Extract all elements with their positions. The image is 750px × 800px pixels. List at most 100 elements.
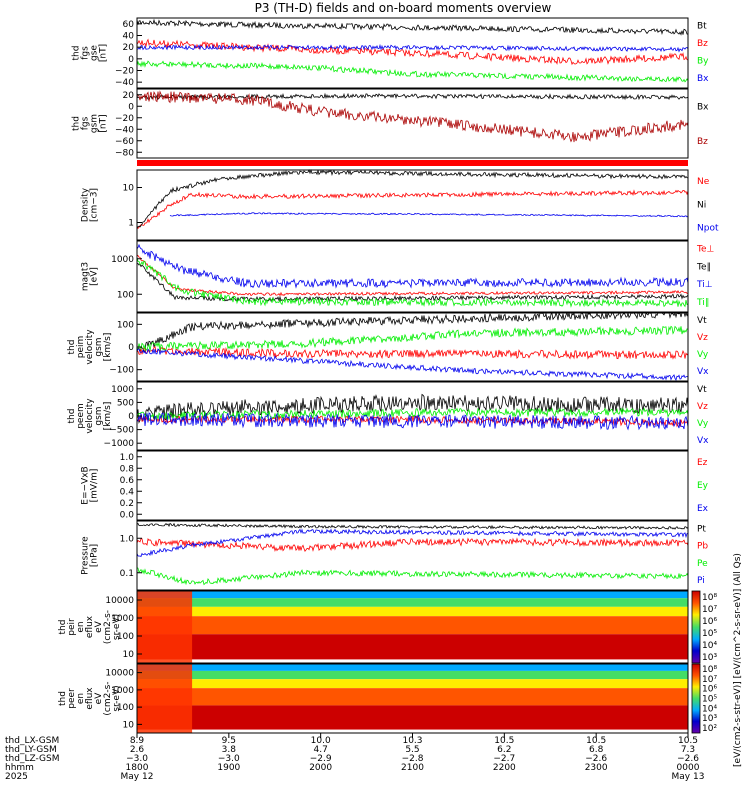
mode-bar <box>137 160 688 166</box>
y-tick-label: 20 <box>123 91 135 101</box>
y-tick-label: −40 <box>115 78 134 88</box>
series-Vt <box>136 311 689 354</box>
colorbar-label: [eV/(cm2-s-str-eV)] [eV/(cm^2-s-sr-eV)] … <box>733 553 743 767</box>
series-Ne <box>136 189 689 229</box>
colorbar-tick-label: 10⁶ <box>702 685 717 695</box>
heatmap-band <box>137 591 688 599</box>
legend-Ti⊥: Ti⊥ <box>696 280 713 290</box>
x-tick-label: 8.9 <box>130 736 145 746</box>
y-tick-label: 500 <box>117 398 134 408</box>
y-axis-label-line: [nPa] <box>90 544 100 567</box>
legend-Ne: Ne <box>697 177 710 187</box>
x-tick-label: May 13 <box>672 772 705 782</box>
y-axis-label-line: gsm <box>94 337 104 356</box>
y-tick-label: 10000 <box>105 669 134 679</box>
y-axis-label: thdpeirenefluxeV(cm2-s-sr-eV) <box>58 610 122 644</box>
y-axis-label-line: [eV] <box>90 267 100 286</box>
y-tick-label: 0.6 <box>120 476 135 486</box>
y-tick-label: 0.0 <box>120 510 135 520</box>
y-axis-label-line: E=−VxB <box>81 466 91 504</box>
legend-Bz: Bz <box>697 137 708 147</box>
colorbar-1 <box>691 590 701 664</box>
y-axis-label-line: velocity <box>85 329 95 365</box>
y-tick-label: 0 <box>128 102 134 112</box>
y-tick-label: −40 <box>115 125 134 135</box>
legend-Pe: Pe <box>697 559 708 569</box>
panel-6: 1000 500 0 −500 −1000 thdpeemvelocitygsm[km/s… <box>67 381 709 451</box>
series-Pt <box>136 522 689 530</box>
panel-frame <box>136 17 689 89</box>
y-tick-label: −20 <box>115 114 134 124</box>
y-tick-label: 100 <box>117 320 134 330</box>
y-tick-label: 10 <box>123 650 135 660</box>
x-tick-label: −3.0 <box>126 754 148 764</box>
series-Pi <box>136 528 689 558</box>
x-tick-label: 7.3 <box>681 745 695 755</box>
x-row-label: thd_LZ-GSM <box>5 754 60 764</box>
panel-frame <box>136 590 689 664</box>
x-row-label: hhmm <box>5 763 34 773</box>
y-tick-label: −1000 <box>104 439 135 449</box>
y-axis-label-line: [km/s] <box>103 402 113 431</box>
y-axis-label-line: (cm2-s- <box>103 681 113 715</box>
x-tick-label: 0000 <box>677 763 700 773</box>
legend-Npot: Npot <box>697 224 719 234</box>
series-Pe <box>136 567 689 586</box>
y-axis-label-line: eV <box>94 692 104 705</box>
panel-10: 10000100010010thdpeerenefluxeV(cm2-s-sr-… <box>58 663 689 734</box>
y-tick-label: 0.1 <box>120 569 134 579</box>
x-tick-label: 2100 <box>401 763 424 773</box>
y-axis-label-line: sr-eV) <box>112 614 122 640</box>
panel-4: 1000 100 magt3[eV] Te⊥ Te∥ Ti⊥ Ti∥ <box>81 240 715 313</box>
y-tick-label: 100 <box>117 632 134 642</box>
y-tick-label: 10 <box>123 720 135 730</box>
y-tick-label: −60 <box>115 137 134 147</box>
colorbar-2 <box>691 663 701 734</box>
panel-frame <box>136 169 689 241</box>
y-axis-label: Density[cm−3] <box>81 187 100 222</box>
legend-Bz: Bz <box>697 39 708 49</box>
y-axis-label-line: sr-eV) <box>112 685 122 711</box>
series-Npot <box>169 212 689 218</box>
legend-Pi: Pi <box>697 576 705 586</box>
y-axis-label: thdpeemvelocitygsm[km/s] <box>67 398 113 434</box>
y-tick-label: 40 <box>123 32 135 42</box>
x-tick-label: 6.8 <box>589 745 604 755</box>
y-tick-label: −20 <box>115 67 134 77</box>
colorbar-tick-label: 10⁵ <box>702 629 717 639</box>
y-axis-label: Pressure[nPa] <box>81 536 100 575</box>
y-tick-label: 100 <box>117 703 134 713</box>
y-tick-label: 1000 <box>111 614 134 624</box>
colorbar-tick-label: 10⁸ <box>702 593 717 603</box>
x-row-label: thd_LX-GSM <box>5 736 59 746</box>
legend-Pt: Pt <box>697 524 706 534</box>
colorbar-tick-label: 10⁶ <box>702 617 717 627</box>
x-tick-label: 10.5 <box>678 736 698 746</box>
legend-Vx: Vx <box>697 367 709 377</box>
y-axis-label-line: thd <box>58 691 68 706</box>
x-tick-label: 3.8 <box>222 745 237 755</box>
x-tick-label: −2.9 <box>310 754 332 764</box>
y-tick-label: 10000 <box>105 596 134 606</box>
x-tick-label: 1900 <box>217 763 240 773</box>
y-axis-label-line: en <box>76 621 86 632</box>
y-axis-label-line: magt3 <box>81 262 91 291</box>
legend-Vy: Vy <box>697 350 709 360</box>
legend-Ni: Ni <box>697 200 706 210</box>
legend-Ti∥: Ti∥ <box>696 298 709 308</box>
x-tick-label: 4.7 <box>314 745 328 755</box>
legend-Ey: Ey <box>697 481 709 491</box>
x-tick-label: 2200 <box>493 763 516 773</box>
y-axis-label: thdfgsgsm[nT] <box>72 114 109 133</box>
y-axis-label-line: (cm2-s- <box>103 610 113 644</box>
series-Bz <box>136 90 689 143</box>
heatmap-band <box>137 679 688 689</box>
legend-Bx: Bx <box>697 103 709 113</box>
colorbar-tick-label: 10⁴ <box>702 641 717 651</box>
heatmap-band <box>137 664 688 671</box>
heatmap-band <box>137 606 688 617</box>
heatmap-early-region <box>137 591 193 663</box>
